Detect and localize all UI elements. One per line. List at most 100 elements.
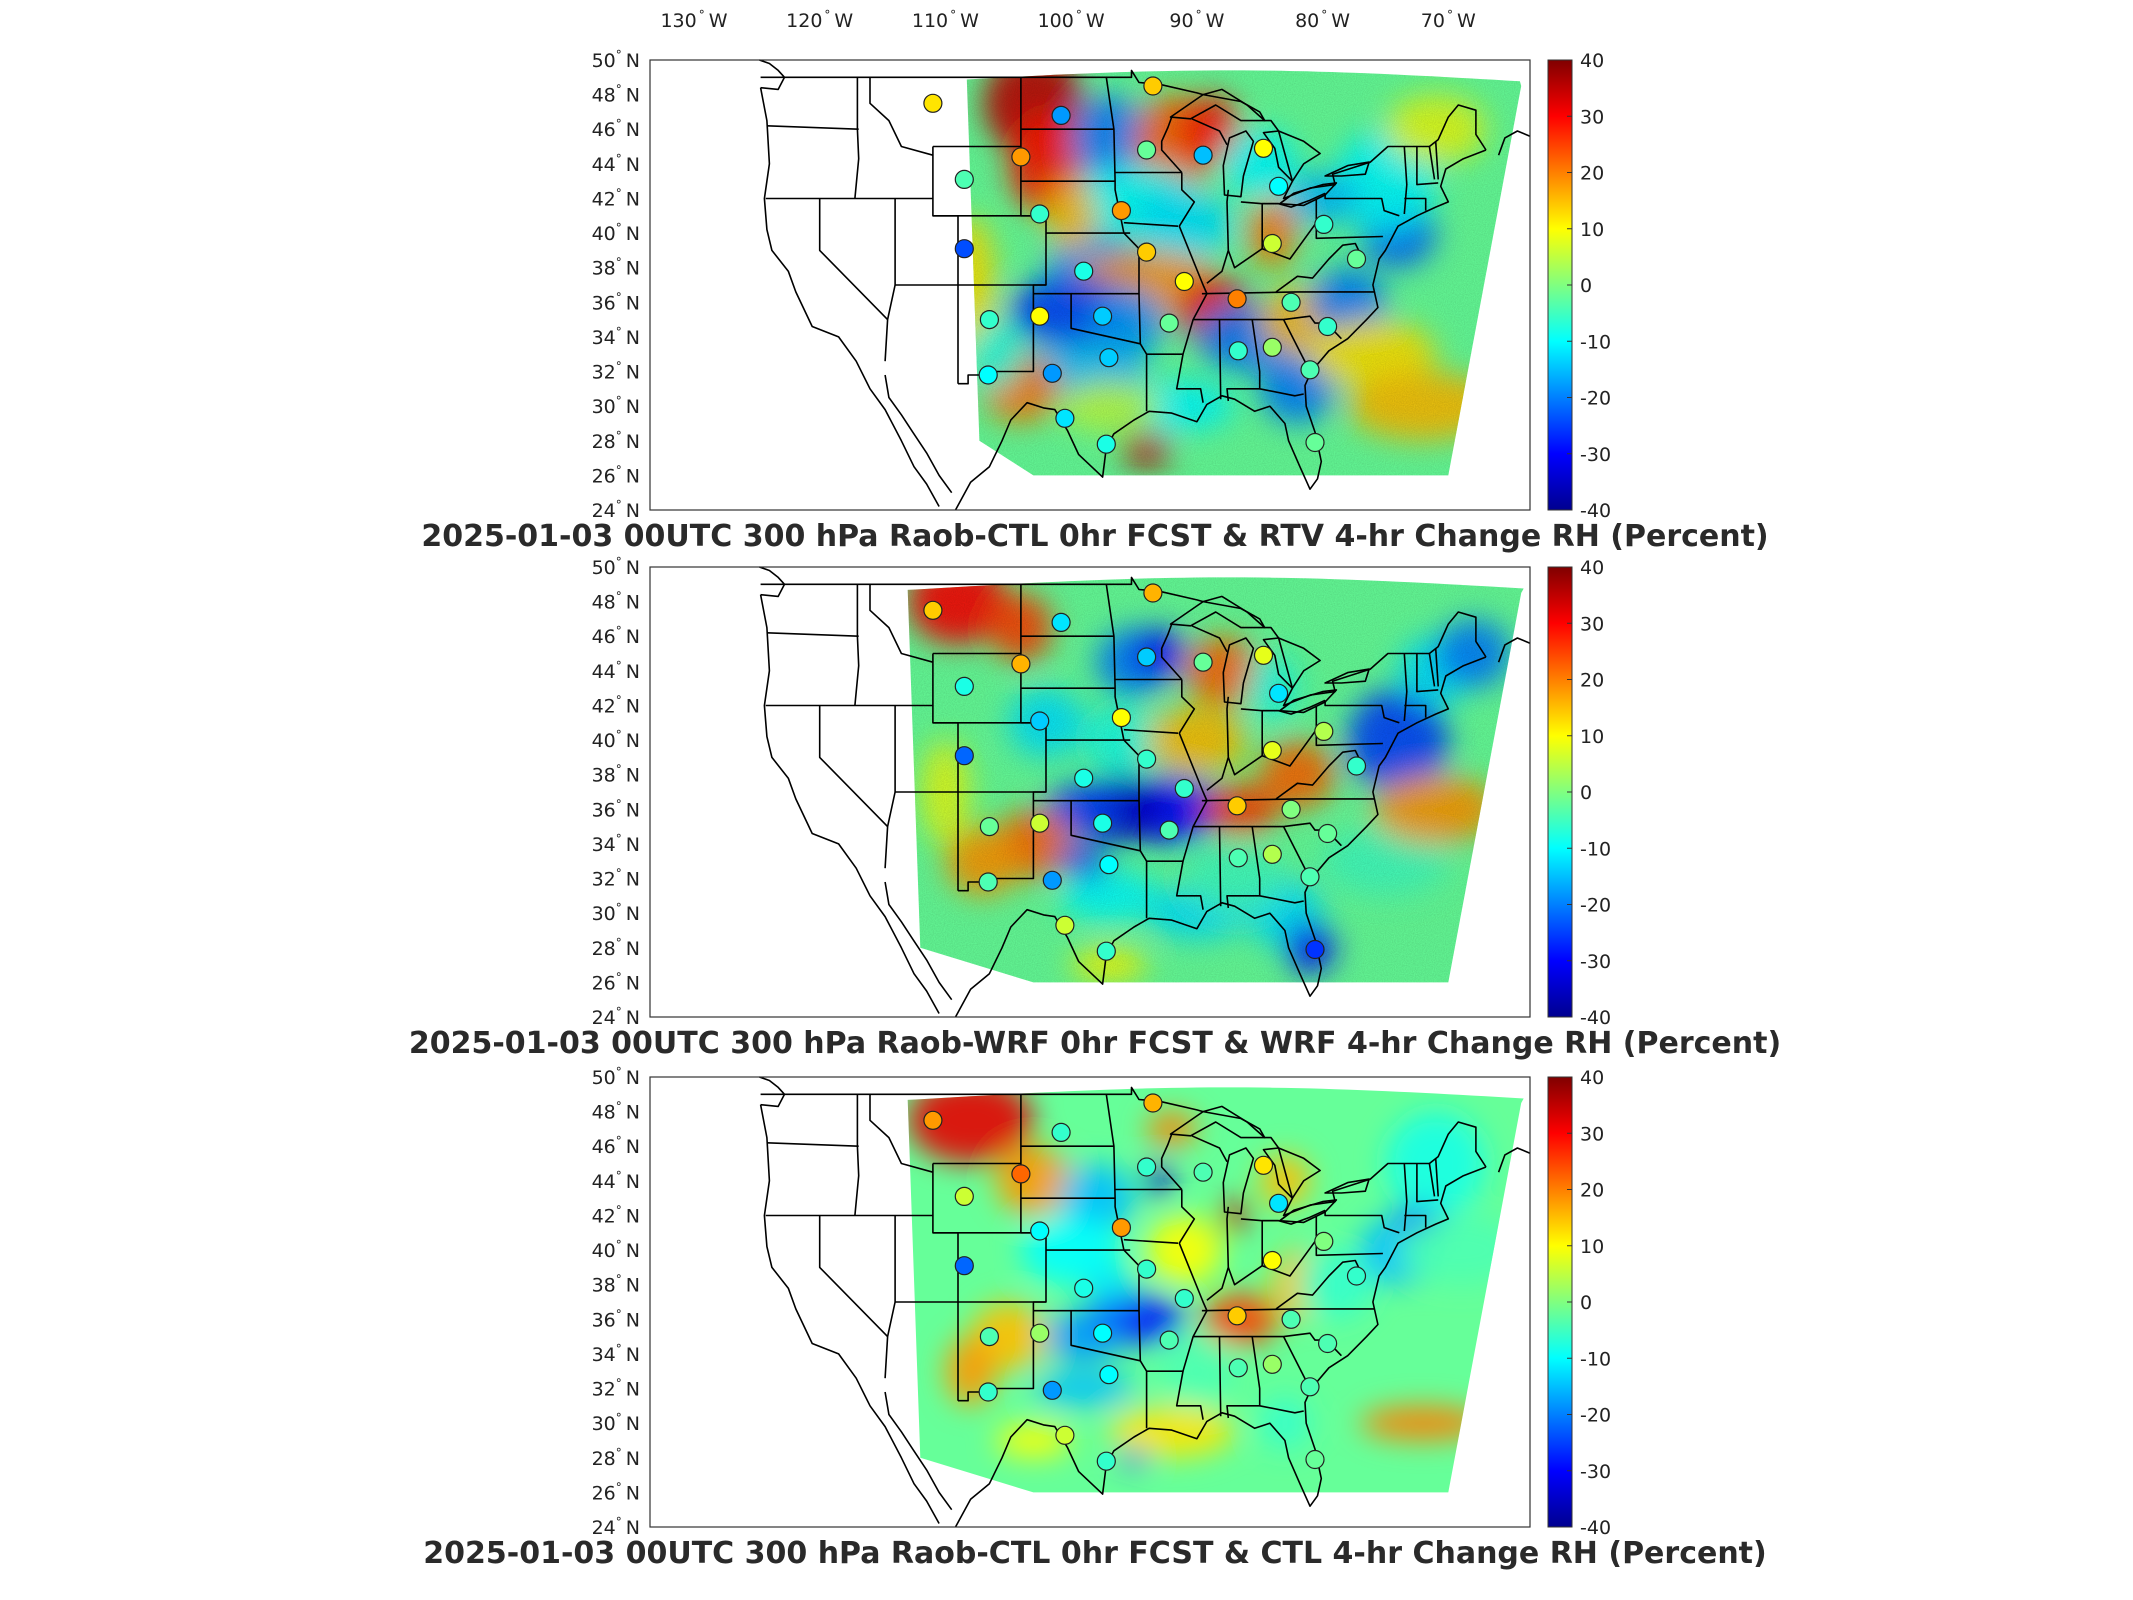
lat-tick-label: 34° N bbox=[592, 1342, 640, 1366]
station-marker bbox=[1042, 1380, 1062, 1400]
station-marker bbox=[1228, 848, 1248, 868]
colorbar-tick-label: 20 bbox=[1580, 1180, 1604, 1202]
station-marker bbox=[1143, 76, 1163, 96]
station-marker bbox=[1055, 915, 1075, 935]
station-marker bbox=[1268, 176, 1289, 196]
colorbar-tick-label: -10 bbox=[1580, 838, 1611, 860]
lat-tick-label: 32° N bbox=[592, 360, 640, 384]
colorbar-tick-label: -20 bbox=[1580, 895, 1611, 917]
lat-tick-label: 42° N bbox=[592, 694, 640, 718]
station-marker bbox=[1228, 341, 1248, 361]
colorbar: 40 30 20 10 0 -10 -20 -30 -40 bbox=[1547, 50, 1611, 522]
lon-tick-label: 70 ° W bbox=[1421, 8, 1476, 32]
lat-tick-label: 46° N bbox=[592, 117, 640, 141]
station-marker bbox=[1143, 1093, 1163, 1113]
station-marker bbox=[1262, 233, 1282, 254]
station-marker bbox=[1227, 796, 1247, 816]
rh-change-field bbox=[907, 1087, 1524, 1493]
station-marker bbox=[1281, 292, 1301, 312]
lat-tick-label: 44° N bbox=[592, 152, 640, 176]
colorbar-tick-label: 20 bbox=[1580, 163, 1604, 185]
panel-title: 2025-01-03 00UTC 300 hPa Raob-CTL 0hr FC… bbox=[423, 1536, 1766, 1571]
raob-stations bbox=[923, 583, 1367, 961]
lon-tick-label: 110 ° W bbox=[912, 8, 979, 32]
station-marker bbox=[1346, 1266, 1367, 1286]
lat-tick-label: 30° N bbox=[592, 901, 640, 925]
lat-tick-label: 40° N bbox=[592, 728, 640, 752]
lat-tick-label: 50° N bbox=[592, 1065, 640, 1089]
station-marker bbox=[1174, 1288, 1194, 1309]
lat-tick-label: 24° N bbox=[592, 1515, 640, 1539]
station-marker bbox=[978, 1382, 998, 1402]
lon-tick-label: 130 ° W bbox=[660, 8, 727, 32]
lat-tick-label: 48° N bbox=[592, 590, 640, 614]
lat-tick-label: 42° N bbox=[592, 1204, 640, 1228]
lat-tick-label: 44° N bbox=[592, 659, 640, 683]
lat-tick-label: 36° N bbox=[592, 1307, 640, 1331]
station-marker bbox=[1262, 337, 1282, 357]
station-marker bbox=[1051, 1122, 1071, 1143]
station-marker bbox=[979, 1326, 1000, 1347]
lat-tick-label: 40° N bbox=[592, 1238, 640, 1262]
station-marker bbox=[1268, 1193, 1289, 1213]
lat-tick-label: 38° N bbox=[592, 763, 640, 787]
lon-tick-label: 120 ° W bbox=[786, 8, 853, 32]
map-panel-raob-wrf-wrf: 50° N 48° N 46° N 44° N 42° N 40° N 38° N 36° N 34° N 32° N… bbox=[409, 555, 1781, 1061]
lon-tick-label: 90 ° W bbox=[1169, 8, 1224, 32]
station-marker bbox=[1317, 316, 1338, 337]
colorbar-tick-label: 40 bbox=[1580, 1067, 1604, 1089]
colorbar-tick-label: 30 bbox=[1580, 613, 1604, 635]
station-marker bbox=[923, 1110, 943, 1130]
rh-change-field bbox=[907, 577, 1524, 983]
map-outlines bbox=[759, 1076, 1531, 1528]
station-marker bbox=[954, 676, 974, 697]
station-marker bbox=[954, 239, 974, 259]
station-marker bbox=[1159, 820, 1179, 840]
map-frame bbox=[649, 1076, 1531, 1528]
station-marker bbox=[923, 93, 943, 113]
station-marker bbox=[1092, 813, 1113, 833]
station-marker bbox=[1136, 140, 1157, 160]
colorbar-tick-label: 10 bbox=[1580, 1236, 1604, 1258]
colorbar-tick-label: 10 bbox=[1580, 219, 1604, 241]
colorbar-tick-label: 20 bbox=[1580, 670, 1604, 692]
station-marker bbox=[1193, 1162, 1213, 1182]
lat-tick-label: 40° N bbox=[592, 221, 640, 245]
station-marker bbox=[1317, 823, 1338, 844]
lat-tick-label: 36° N bbox=[592, 290, 640, 314]
lat-tick-label: 50° N bbox=[592, 555, 640, 579]
station-marker bbox=[1174, 271, 1194, 292]
station-marker bbox=[1317, 1333, 1338, 1354]
station-marker bbox=[1262, 844, 1282, 864]
lat-tick-label: 32° N bbox=[592, 867, 640, 891]
station-marker bbox=[954, 1256, 974, 1276]
colorbar: 40 30 20 10 0 -10 -20 -30 -40 bbox=[1547, 1067, 1611, 1539]
lat-tick-label: 48° N bbox=[592, 83, 640, 107]
colorbar-tick-label: -40 bbox=[1580, 1007, 1611, 1029]
colorbar-tick-label: -40 bbox=[1580, 1517, 1611, 1539]
station-marker bbox=[1305, 939, 1325, 960]
lat-tick-label: 28° N bbox=[592, 1446, 640, 1470]
station-marker bbox=[1092, 1323, 1113, 1343]
lat-tick-label: 30° N bbox=[592, 394, 640, 418]
station-marker bbox=[979, 816, 1000, 837]
latitude-axis: 50° N 48° N 46° N 44° N 42° N 40° N 38° N 36° N 34° N 32° N… bbox=[592, 48, 640, 522]
colorbar-tick-label: -10 bbox=[1580, 1348, 1611, 1370]
station-marker bbox=[1174, 778, 1194, 799]
station-marker bbox=[1346, 249, 1367, 269]
station-marker bbox=[979, 310, 1000, 330]
station-marker bbox=[1253, 1155, 1274, 1175]
station-marker bbox=[1159, 1330, 1179, 1350]
station-marker bbox=[1314, 721, 1334, 742]
station-marker bbox=[1300, 1377, 1320, 1397]
lat-tick-label: 44° N bbox=[592, 1169, 640, 1193]
station-marker bbox=[1011, 654, 1031, 674]
lat-tick-label: 38° N bbox=[592, 1273, 640, 1297]
station-marker bbox=[1262, 740, 1282, 761]
longitude-axis: 130 ° W 120 ° W 110 ° W 100 ° W 90 ° W 80 ° W 70 ° W bbox=[660, 8, 1476, 32]
station-marker bbox=[1305, 1449, 1325, 1470]
station-marker bbox=[1193, 145, 1213, 165]
station-marker bbox=[1228, 1358, 1248, 1378]
station-marker bbox=[1030, 306, 1050, 326]
station-marker bbox=[1111, 707, 1132, 728]
